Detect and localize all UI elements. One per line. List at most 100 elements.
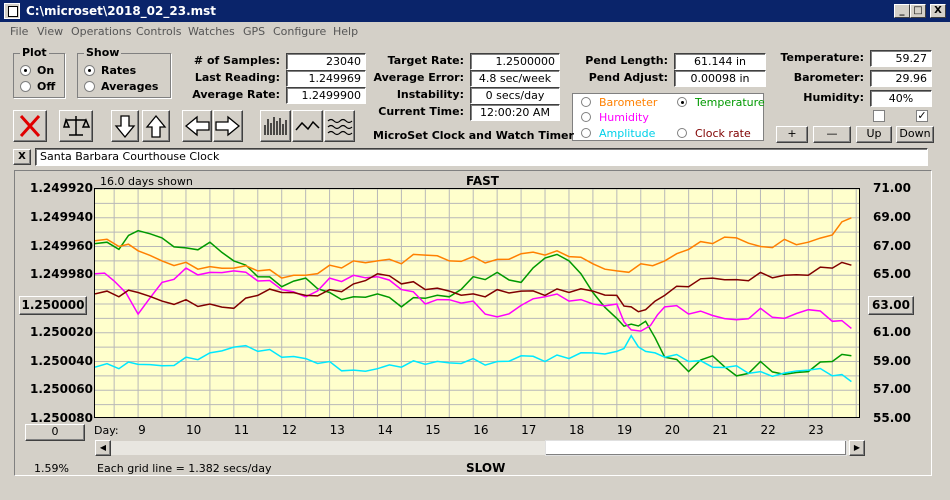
slow-label: SLOW [466,461,506,475]
days-shown: 16.0 days shown [100,175,193,188]
scroll-left-button[interactable]: ◀ [95,440,111,456]
x-tick-label: 16 [473,423,489,437]
x-tick-label: 9 [138,423,146,437]
legend-barometer[interactable]: Barometer [581,96,657,109]
x-tick-label: 17 [521,423,537,437]
right-checkbox[interactable]: ✓ [916,109,928,122]
radio-icon [581,97,591,107]
menu-configure[interactable]: Configure [273,25,327,38]
plot-off-radio[interactable]: Off [20,80,55,93]
plot-on-label: On [37,64,55,77]
y-right-tick-label: 55.00 [873,411,911,425]
pend-length-value: 61.144 in [674,53,766,70]
x-tick-label: 18 [568,423,585,437]
radio-selected-icon [677,97,687,107]
down-arrow-button[interactable] [111,110,139,142]
plot-group-title: Plot [20,46,49,59]
y-right-tick-label: 61.00 [873,324,911,339]
show-group-title: Show [84,46,122,59]
plot-on-radio[interactable]: On [20,64,54,77]
menu-watches[interactable]: Watches [188,25,235,38]
up-button[interactable]: Up [856,126,892,143]
close-button[interactable]: X [930,4,946,18]
y-left-tick-label: 1.249960 [30,238,94,253]
arrow-right-icon [215,115,241,137]
y-left-tick-label: 1.249940 [30,209,94,224]
right-arrow-button[interactable] [213,110,243,142]
y-left-tick-label: 1.249920 [30,181,94,195]
histogram-icon [264,117,287,135]
red-x-icon [19,114,41,138]
legend-amplitude[interactable]: Amplitude [581,127,655,140]
show-averages-radio[interactable]: Averages [84,80,158,93]
radio-icon [581,128,591,138]
legend-barometer-label: Barometer [599,96,658,109]
legend-clock-rate-label: Clock rate [695,127,751,140]
left-checkbox[interactable] [873,110,885,122]
instability-value: 0 secs/day [470,87,560,104]
legend-humidity[interactable]: Humidity [581,111,649,124]
right-value-button[interactable]: 63.00 [868,296,914,315]
scroll-thumb[interactable] [545,440,847,456]
scroll-right-button[interactable]: ▶ [849,440,865,456]
y-right-tick-label: 67.00 [873,238,911,253]
legend-amplitude-label: Amplitude [599,127,656,140]
temperature-label: Temperature: [780,51,864,64]
show-rates-radio[interactable]: Rates [84,64,136,77]
plot-group: Plot [13,46,65,98]
window-title: C:\microset\2018_02_23.mst [26,4,217,18]
menu-bar: File View Operations Controls Watches GP… [0,22,950,42]
x-tick-label: 14 [377,423,393,437]
day-label: Day: [94,424,119,437]
y-left-tick-label: 1.249980 [30,267,94,282]
temperature-value: 59.27 [870,50,932,67]
humidity-value: 40% [870,90,932,107]
y-right-tick-label: 69.00 [873,209,911,224]
plus-button[interactable]: + [776,126,808,143]
plot-scrollbar[interactable]: ◀ ▶ [94,440,866,456]
x-tick-label: 13 [329,423,345,437]
legend-temperature[interactable]: Temperature [677,96,765,109]
zero-button[interactable]: 0 [25,424,85,441]
radio-icon [581,112,591,122]
down-button[interactable]: Down [896,126,934,143]
waves-button[interactable] [324,110,355,142]
minus-button[interactable]: — [813,126,851,143]
last-reading-label: Last Reading: [194,71,280,84]
up-arrow-button[interactable] [142,110,170,142]
radio-icon [677,128,687,138]
radio-icon [20,81,31,92]
menu-file[interactable]: File [10,25,29,38]
plot-panel [14,170,932,476]
menu-help[interactable]: Help [333,25,359,38]
grid-note: Each grid line = 1.382 secs/day [97,462,272,475]
radio-icon [84,81,95,92]
line-graph-button[interactable] [292,110,323,142]
menu-operations[interactable]: Operations [71,25,132,38]
left-rate-button[interactable]: 1.250000 [19,296,87,315]
histogram-button[interactable] [260,110,291,142]
x-tick-label: 23 [808,423,824,437]
y-right-tick-label: 57.00 [873,382,911,397]
app-icon[interactable] [4,3,20,19]
left-arrow-button[interactable] [182,110,212,142]
menu-controls[interactable]: Controls [136,25,182,38]
legend-clock-rate[interactable]: Clock rate [677,127,751,140]
x-tick-label: 12 [281,423,297,437]
pend-adjust-label: Pend Adjust: [588,71,668,84]
menu-view[interactable]: View [37,25,64,38]
series-legend: Barometer Temperature Humidity Amplitude… [572,93,765,141]
menu-gps[interactable]: GPS [243,25,266,38]
y-left-tick-label: 1.250020 [30,324,94,339]
clock-name-input[interactable]: Santa Barbara Courthouse Clock [35,148,928,166]
balance-button[interactable] [59,110,93,142]
arrow-left-icon [184,115,210,137]
series-line-barometer [95,217,852,279]
target-rate-value: 1.2500000 [470,53,560,70]
minimize-button[interactable]: _ [894,4,910,18]
arrow-down-icon [114,115,136,139]
clock-close-button[interactable]: X [13,149,31,165]
stop-button[interactable] [13,110,47,142]
maximize-button[interactable]: □ [910,4,926,18]
average-rate-value: 1.2499900 [286,87,366,104]
